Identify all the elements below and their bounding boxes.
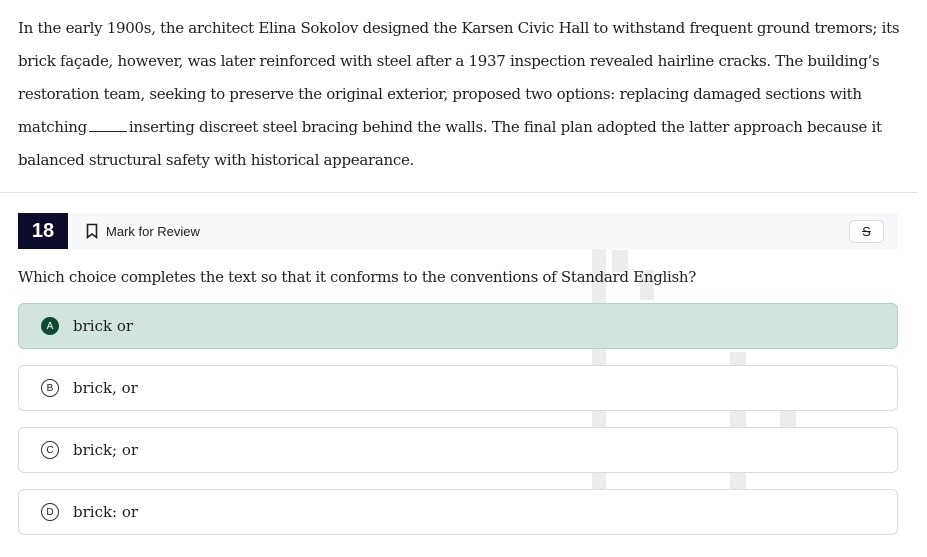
- choice-letter: B: [41, 379, 59, 397]
- choice-letter: D: [41, 503, 59, 521]
- bookmark-icon: [86, 223, 98, 239]
- choice-text: brick or: [73, 317, 134, 335]
- watermark: [612, 250, 628, 272]
- mark-for-review-label: Mark for Review: [106, 223, 200, 239]
- question-prompt: Which choice completes the text so that …: [18, 268, 696, 286]
- choice-text: brick, or: [73, 379, 138, 397]
- watermark: [640, 270, 654, 300]
- choice-letter: C: [41, 441, 59, 459]
- strikethrough-icon: S: [862, 223, 871, 239]
- divider: [0, 192, 917, 193]
- blank: [88, 120, 127, 132]
- choice-letter: A: [41, 317, 59, 335]
- choice-text: brick: or: [73, 503, 139, 521]
- question-number: 18: [18, 213, 68, 249]
- question-header: 18 Mark for Review S: [18, 213, 898, 249]
- answer-eliminator-button[interactable]: S: [849, 219, 884, 243]
- choice-text: brick; or: [73, 441, 139, 459]
- passage-text: In the early 1900s, the architect Elina …: [18, 19, 900, 169]
- mark-for-review-button[interactable]: Mark for Review: [86, 223, 200, 239]
